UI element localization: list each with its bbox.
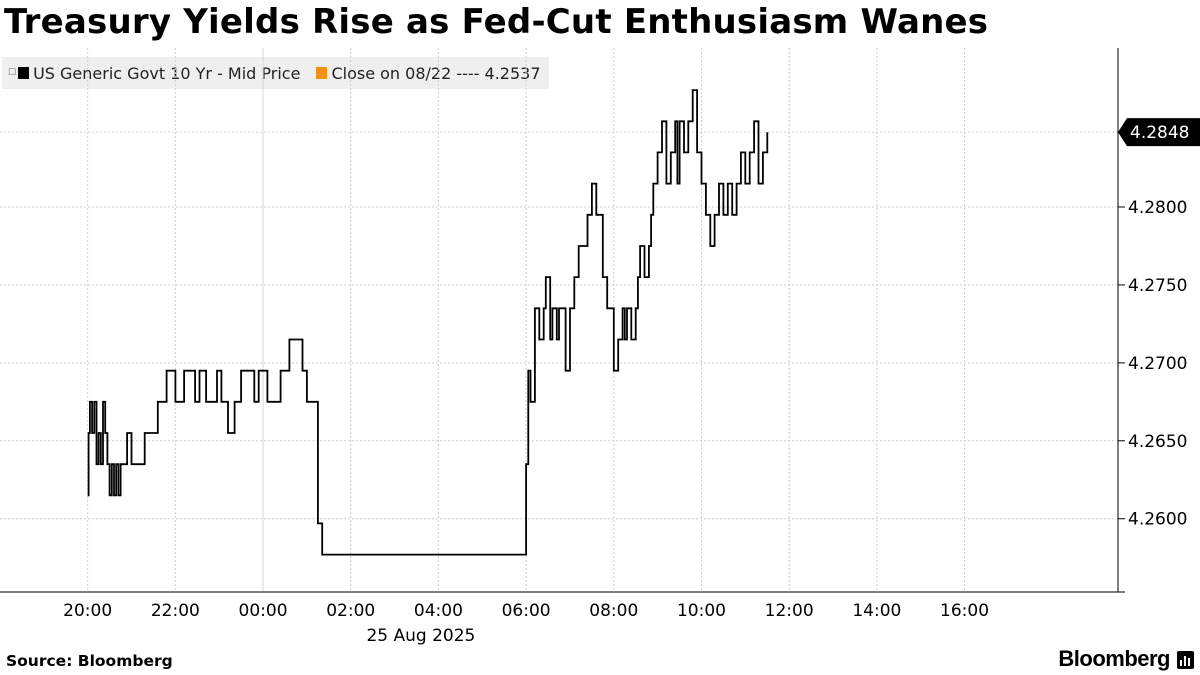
y-tick-label: 4.2700 [1128, 354, 1187, 374]
close-swatch [316, 67, 328, 79]
x-tick-label: 10:00 [677, 601, 726, 621]
x-date-label: 25 Aug 2025 [366, 626, 475, 646]
y-tick-label: 4.2650 [1128, 432, 1187, 452]
series-line [87, 89, 769, 556]
last-value-label: 4.2848 [1130, 123, 1189, 143]
bloomberg-bars-icon [1177, 651, 1194, 669]
x-tick-label: 16:00 [940, 601, 989, 621]
x-tick-label: 22:00 [151, 601, 200, 621]
x-tick-label: 14:00 [852, 601, 901, 621]
y-tick-label: 4.2750 [1128, 276, 1187, 296]
legend-series-label: US Generic Govt 10 Yr - Mid Price [33, 63, 301, 83]
chart-title: Treasury Yields Rise as Fed-Cut Enthusia… [4, 2, 989, 42]
legend-item-series[interactable]: ☐ US Generic Govt 10 Yr - Mid Price [8, 64, 300, 83]
last-value-badge [1118, 118, 1200, 147]
legend: ☐ US Generic Govt 10 Yr - Mid Price Clos… [2, 57, 549, 89]
x-tick-label: 06:00 [502, 601, 551, 621]
source-note: Source: Bloomberg [6, 652, 173, 670]
y-tick-label: 4.2600 [1128, 510, 1187, 530]
x-tick-label: 20:00 [63, 601, 112, 621]
x-tick-label: 08:00 [589, 601, 638, 621]
y-tick-label: 4.2800 [1128, 198, 1187, 218]
bloomberg-logo-text: Bloomberg [1058, 646, 1170, 671]
x-tick-label: 02:00 [326, 601, 375, 621]
legend-item-close[interactable]: Close on 08/22 ---- 4.2537 [316, 63, 541, 83]
series-swatch [18, 67, 30, 79]
legend-close-label: Close on 08/22 ---- 4.2537 [331, 63, 541, 83]
x-tick-label: 12:00 [765, 601, 814, 621]
x-tick-label: 00:00 [239, 601, 288, 621]
x-tick-label: 04:00 [414, 601, 463, 621]
legend-pin-icon: ☐ [8, 68, 17, 78]
